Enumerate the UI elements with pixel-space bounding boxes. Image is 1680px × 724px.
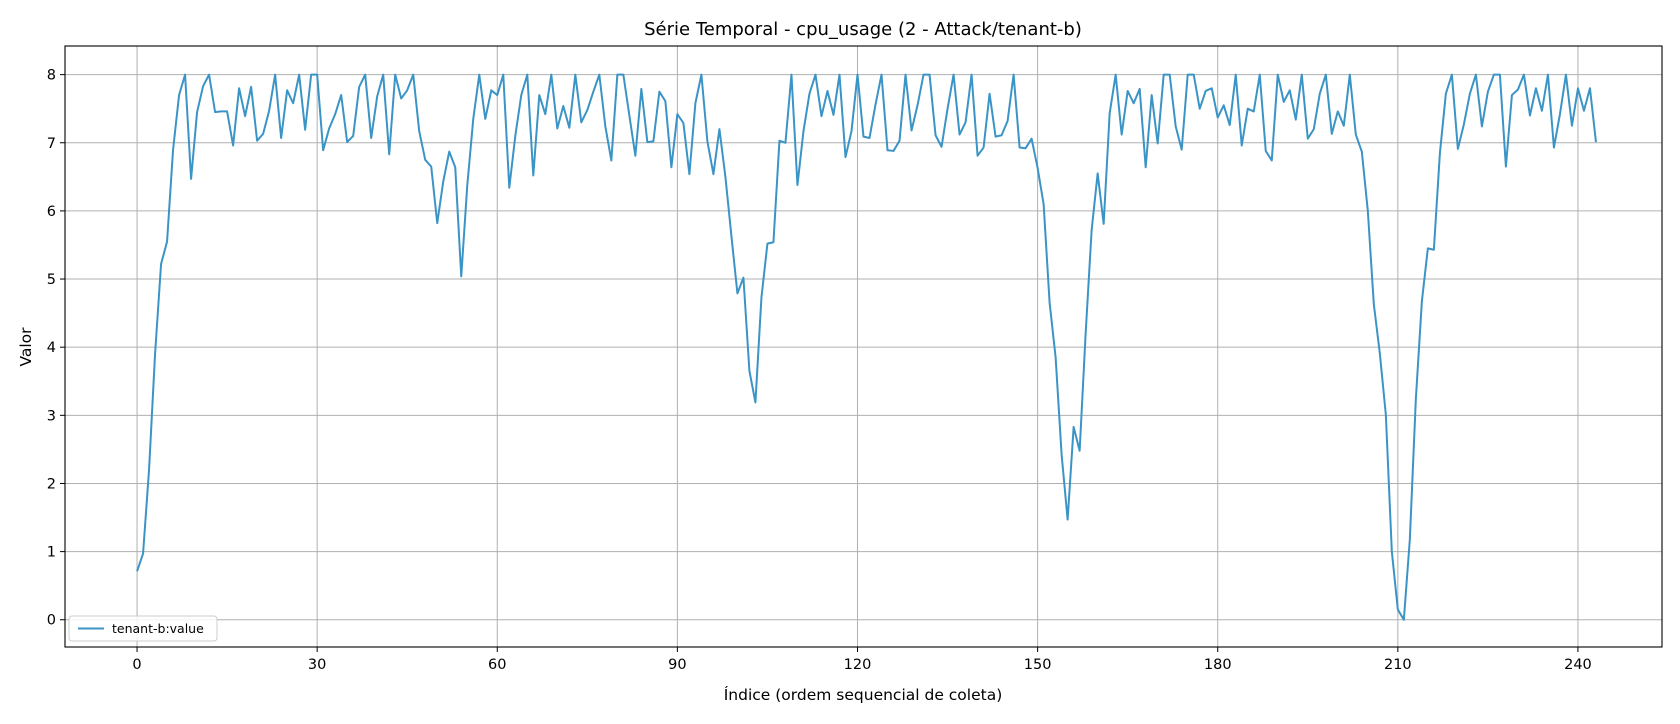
y-tick-label: 3 xyxy=(47,408,56,424)
y-tick-label: 0 xyxy=(47,613,56,629)
y-tick-label: 8 xyxy=(47,68,56,84)
x-tick-label: 30 xyxy=(308,657,326,673)
y-tick-label: 7 xyxy=(47,136,56,152)
series-layer xyxy=(136,73,1597,621)
plot-frame xyxy=(64,45,1663,648)
y-tick-label: 6 xyxy=(47,204,56,220)
x-tick-label: 0 xyxy=(132,657,141,673)
y-axis-label: Valor xyxy=(17,327,35,367)
grid xyxy=(65,46,1662,647)
legend-label-tenant-b: tenant-b:value xyxy=(112,621,204,636)
x-axis-label: Índice (ordem sequencial de coleta) xyxy=(724,685,1003,704)
x-tick-label: 150 xyxy=(1024,657,1052,673)
x-tick-label: 210 xyxy=(1384,657,1412,673)
x-tick-label: 90 xyxy=(668,657,686,673)
x-tick-label: 120 xyxy=(844,657,872,673)
x-tick-label: 180 xyxy=(1204,657,1232,673)
y-tick-label: 4 xyxy=(47,340,56,356)
x-tick-label: 240 xyxy=(1564,657,1592,673)
series-line-tenant-b xyxy=(136,73,1597,621)
y-tick-label: 5 xyxy=(47,272,56,288)
legend-box xyxy=(68,615,218,642)
legend: tenant-b:value xyxy=(68,615,218,642)
x-axis: 0 30 60 90 120 150 180 210 240 xyxy=(132,647,1592,673)
y-axis: 0 1 2 3 4 5 6 7 8 xyxy=(47,68,65,629)
chart-title: Série Temporal - cpu_usage (2 - Attack/t… xyxy=(644,19,1082,40)
y-tick-label: 1 xyxy=(47,545,56,561)
x-tick-label: 60 xyxy=(488,657,506,673)
y-tick-label: 2 xyxy=(47,476,56,492)
